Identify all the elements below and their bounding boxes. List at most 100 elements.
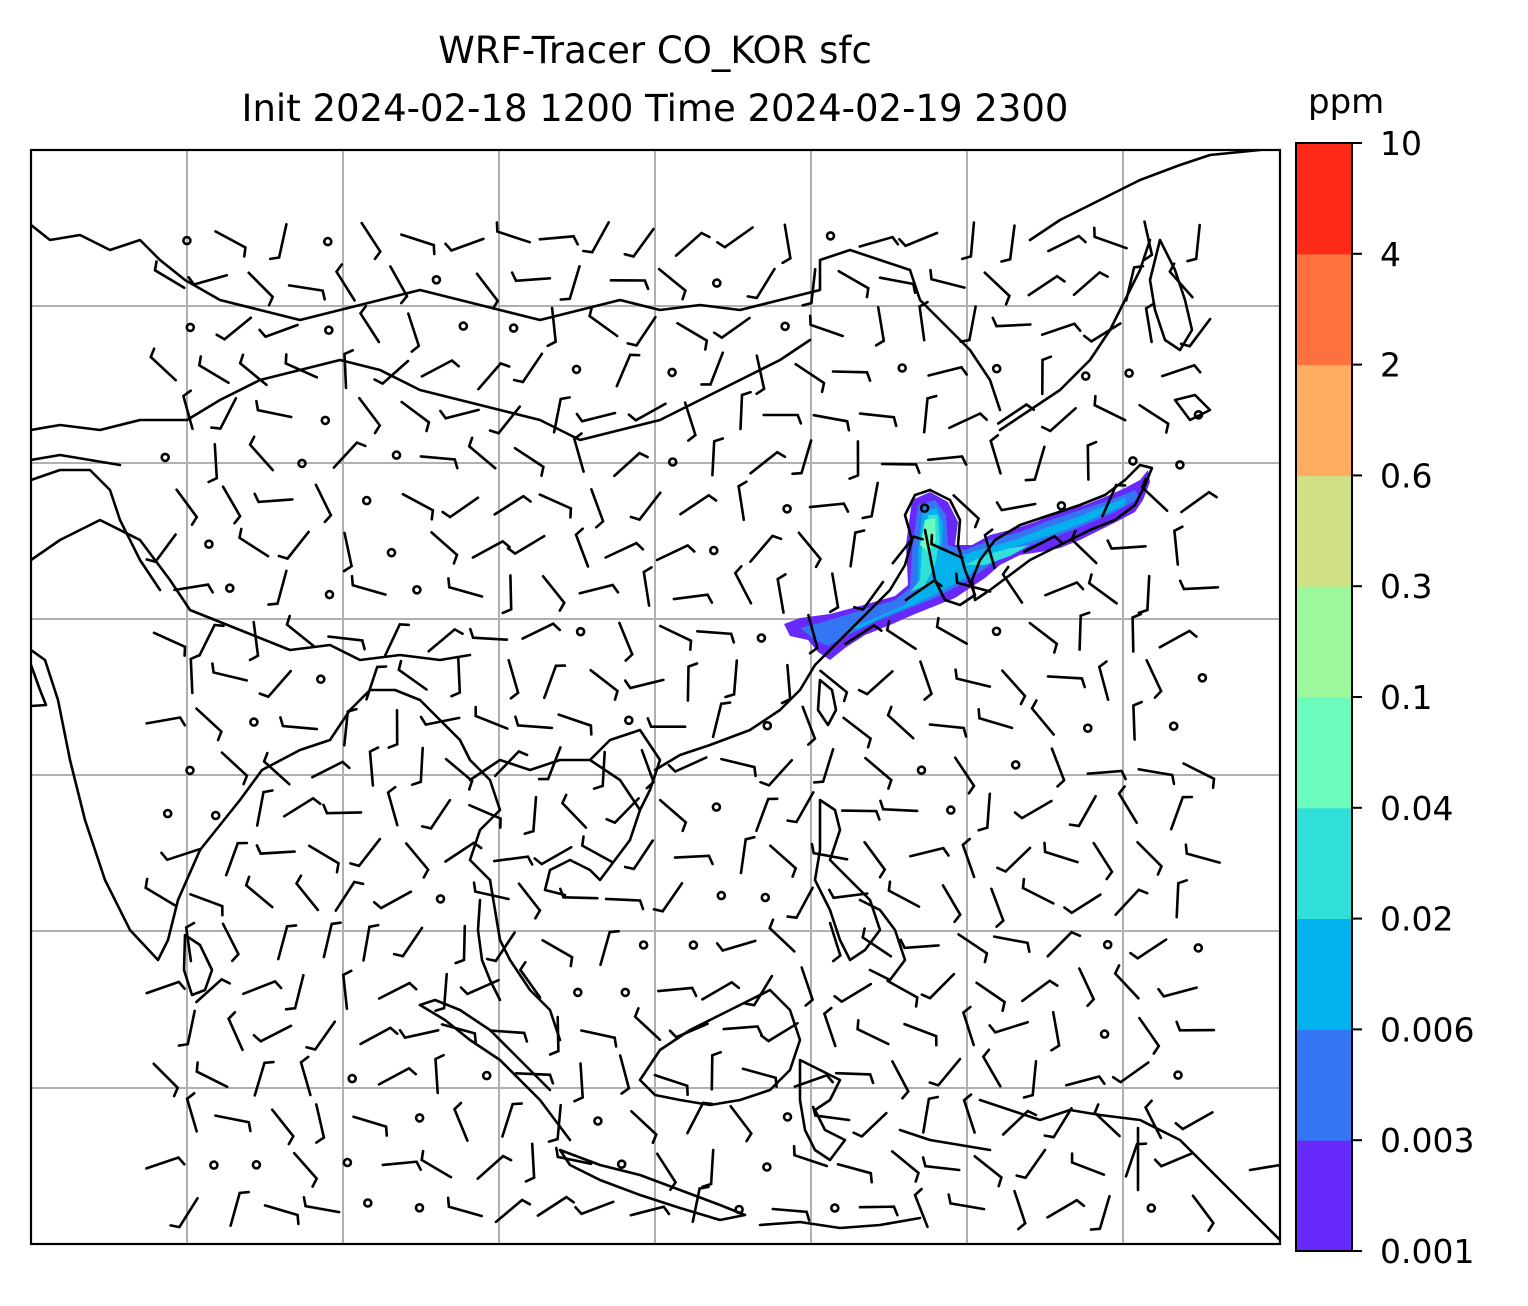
wind-barb <box>229 1190 250 1227</box>
calm-wind-circle <box>1102 939 1113 950</box>
wind-barb <box>332 441 367 469</box>
wind-barb <box>315 1103 326 1144</box>
wind-barb <box>572 432 585 473</box>
wind-barb <box>284 973 305 1011</box>
calm-wind-circle <box>782 503 792 514</box>
wind-barb <box>1158 629 1198 649</box>
wind-barb <box>842 716 873 749</box>
wind-barb <box>1140 477 1169 512</box>
wind-barb <box>1021 877 1055 905</box>
wind-barb <box>746 267 776 300</box>
calm-wind-circle <box>458 321 469 331</box>
wind-barb <box>1138 1016 1161 1055</box>
wind-barb <box>1137 574 1151 615</box>
wind-barb <box>786 791 815 824</box>
wind-barb <box>160 847 201 862</box>
wind-barb <box>863 840 887 879</box>
wind-barb <box>948 411 988 430</box>
wind-barb <box>476 1154 513 1180</box>
wind-barb <box>302 1196 341 1214</box>
wind-barb <box>555 1146 593 1166</box>
wind-barb <box>270 1108 295 1146</box>
calm-wind-circle <box>916 765 927 776</box>
colorbar-segment <box>1296 143 1352 255</box>
wind-barb <box>410 746 424 786</box>
wind-barb <box>801 705 817 746</box>
calm-wind-circle <box>431 274 442 285</box>
wind-barb <box>599 929 620 967</box>
wind-barb <box>749 450 787 475</box>
wind-barb <box>674 231 711 257</box>
wind-barb <box>653 1073 689 1097</box>
wind-barb <box>1070 1152 1106 1176</box>
wind-barb <box>722 1025 763 1036</box>
wind-barb <box>377 1066 418 1086</box>
wind-barb <box>886 979 919 1008</box>
wind-barb <box>822 1006 837 1048</box>
wind-barb <box>1157 986 1198 998</box>
wind-barb <box>501 1102 523 1138</box>
wind-barb <box>327 635 366 651</box>
wind-barb <box>358 304 381 344</box>
calm-wind-circle <box>1080 371 1091 381</box>
wind-barb <box>878 276 917 295</box>
wind-barb <box>1046 1198 1086 1219</box>
wind-barb <box>861 927 893 958</box>
wind-barb <box>195 977 231 1004</box>
wind-barb <box>589 668 619 701</box>
wind-barb <box>1136 841 1164 876</box>
wind-barb <box>652 882 684 913</box>
wind-barb <box>267 569 288 606</box>
wind-barb <box>920 972 956 1000</box>
calm-wind-circle <box>249 717 259 727</box>
wind-barb <box>149 347 177 382</box>
wind-barb <box>629 491 662 522</box>
wind-barbs <box>144 220 1221 1232</box>
wind-barb <box>941 884 962 924</box>
wind-barb <box>1001 1109 1038 1136</box>
wind-barb <box>533 846 573 866</box>
wind-barb <box>623 678 665 690</box>
wind-barb <box>493 749 529 778</box>
calm-wind-circle <box>991 626 1002 637</box>
wind-barb <box>477 361 511 391</box>
wind-barb <box>808 502 850 513</box>
wind-barb <box>691 1185 710 1224</box>
wind-barb <box>184 921 196 963</box>
wind-barb <box>1093 226 1128 250</box>
wind-barb <box>253 1060 275 1097</box>
wind-barb <box>538 234 579 246</box>
wind-barb <box>475 272 500 310</box>
wind-barb <box>630 1110 658 1145</box>
calm-wind-circle <box>897 363 908 373</box>
wind-barb <box>1093 1103 1121 1138</box>
wind-barb <box>144 877 177 907</box>
wind-barb <box>1041 355 1053 396</box>
wind-barb <box>1013 799 1053 820</box>
wind-barb <box>590 488 605 529</box>
wind-barb <box>574 1200 615 1216</box>
calm-wind-circle <box>347 1073 358 1084</box>
wind-barb <box>858 1205 899 1217</box>
calm-wind-circle <box>688 940 699 950</box>
calm-wind-circle <box>508 323 519 333</box>
wind-barb <box>733 565 753 605</box>
wind-barb <box>922 1095 939 1134</box>
wind-barb <box>724 659 739 699</box>
wind-barb <box>720 757 757 778</box>
colorbar-tick-label: 0.3 <box>1380 567 1432 606</box>
wind-barb <box>559 265 581 301</box>
wind-barb <box>1144 1099 1163 1140</box>
wind-barb <box>947 1193 986 1211</box>
wind-barb <box>1178 579 1220 591</box>
wind-barb <box>169 1197 199 1229</box>
wind-barb <box>372 890 413 910</box>
wind-barb <box>400 233 436 256</box>
wind-barb <box>1168 262 1194 299</box>
wind-barb <box>305 1020 337 1051</box>
wind-barb <box>771 1207 811 1222</box>
calm-wind-circle <box>734 1204 744 1215</box>
calm-wind-circle <box>162 808 173 819</box>
calm-wind-circle <box>209 1160 219 1170</box>
